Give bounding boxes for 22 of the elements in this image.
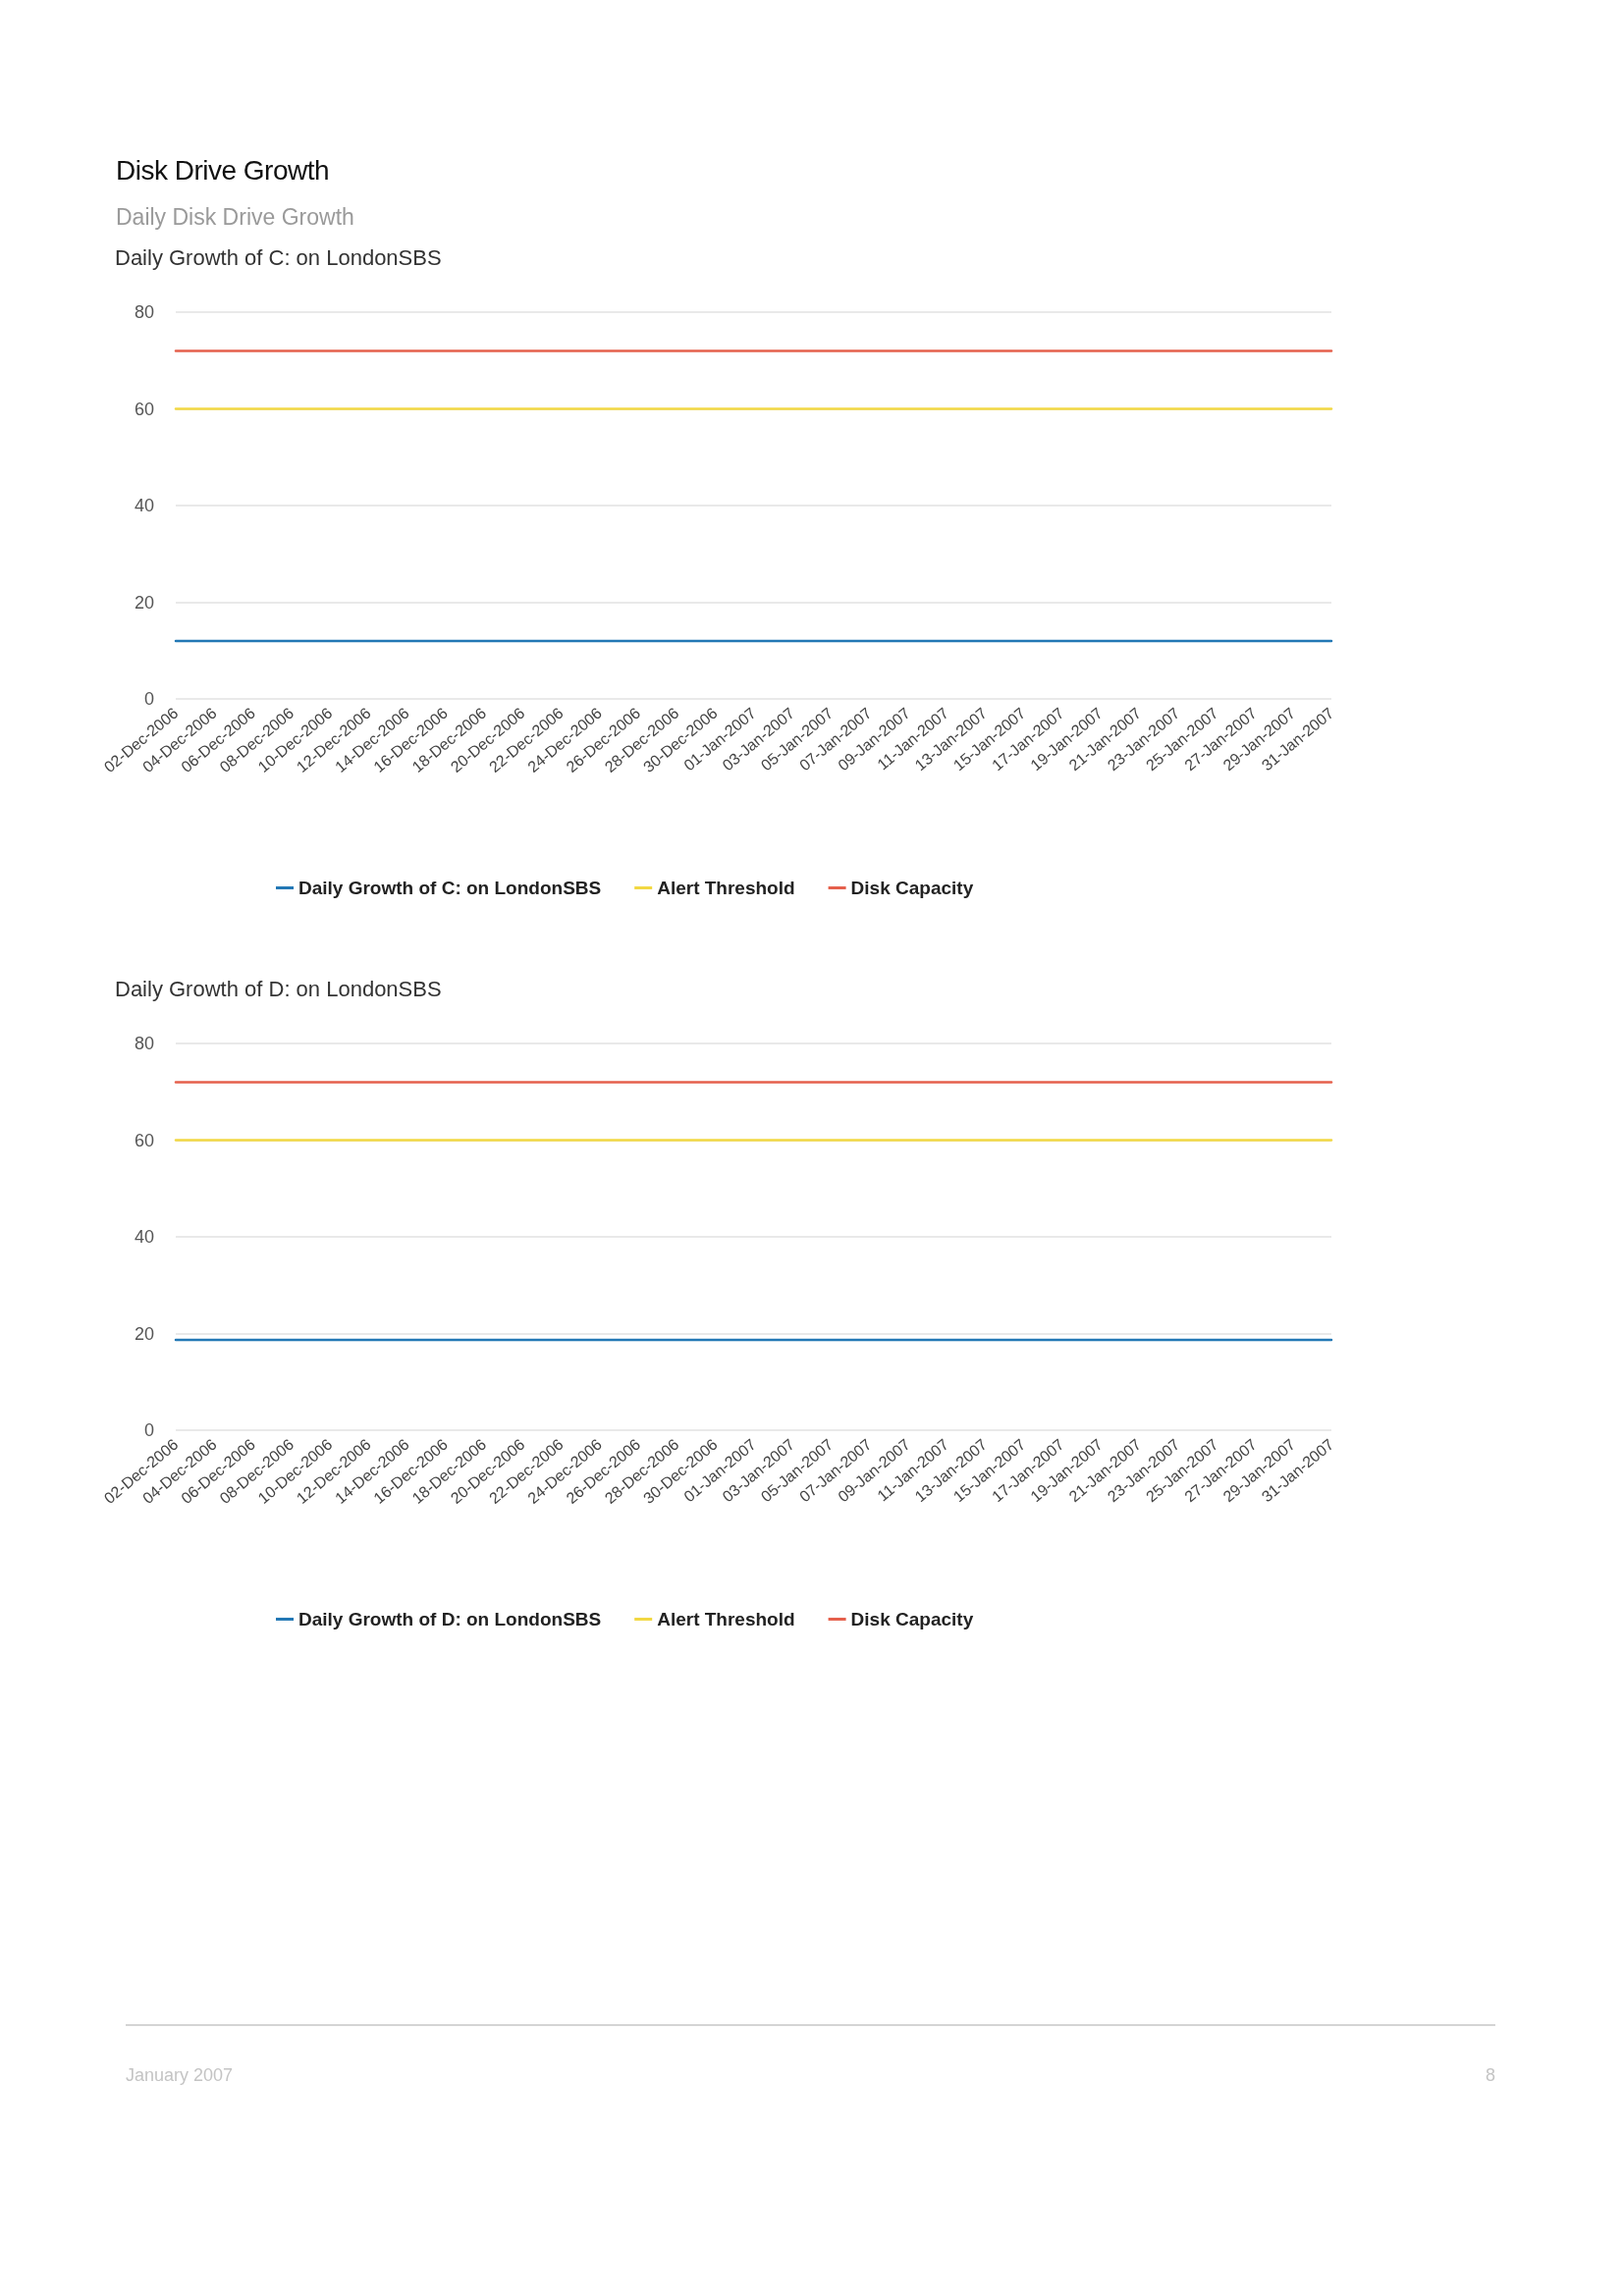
text: Daily Disk Drive Growth bbox=[116, 204, 354, 231]
y-tick-label: 60 bbox=[134, 1130, 154, 1150]
y-tick-label: 0 bbox=[143, 689, 154, 709]
y-tick-label: 40 bbox=[134, 496, 154, 515]
y-tick-label: 80 bbox=[134, 302, 154, 322]
y-tick-label: 60 bbox=[134, 399, 154, 419]
legend-label: Alert Threshold bbox=[657, 878, 795, 898]
y-tick-label: 40 bbox=[134, 1227, 154, 1247]
legend-label: Disk Capacity bbox=[850, 878, 974, 898]
chart-title: Daily Growth of C: on LondonSBS bbox=[115, 244, 442, 270]
chart-title: Daily Growth of D: on LondonSBS bbox=[115, 976, 442, 1001]
y-tick-label: 20 bbox=[134, 592, 154, 613]
y-tick-label: 20 bbox=[134, 1323, 154, 1344]
legend-label: Daily Growth of C: on LondonSBS bbox=[298, 878, 602, 898]
text: 8 bbox=[1485, 2065, 1495, 2086]
legend-label: Alert Threshold bbox=[657, 1609, 795, 1629]
y-tick-label: 0 bbox=[143, 1420, 154, 1440]
legend-label: Daily Growth of D: on LondonSBS bbox=[298, 1609, 602, 1629]
y-tick-label: 80 bbox=[134, 1034, 154, 1053]
text: Disk Drive Growth bbox=[116, 155, 330, 187]
legend-label: Disk Capacity bbox=[850, 1609, 974, 1629]
text: January 2007 bbox=[126, 2065, 234, 2086]
